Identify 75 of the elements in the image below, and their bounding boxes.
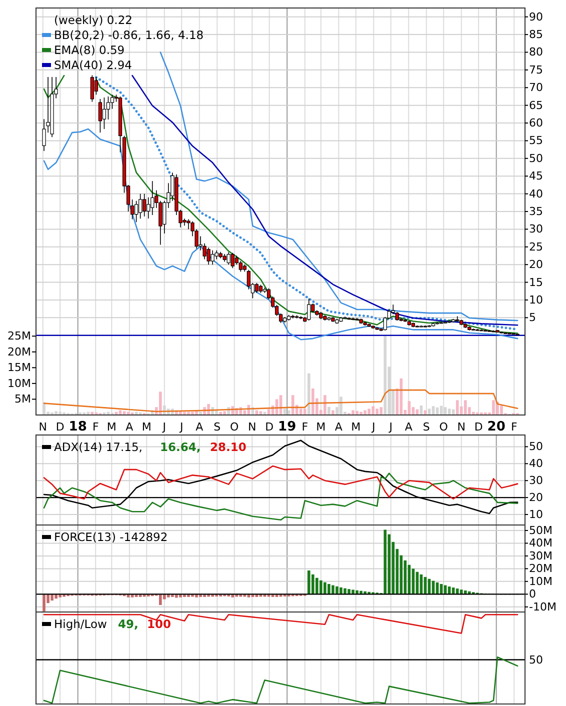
x-tick-label: J <box>388 420 392 434</box>
x-tick-label: F <box>510 420 518 434</box>
series-label: 100 <box>147 617 172 631</box>
annotation: 50 <box>529 653 543 666</box>
y-tick-label: 45 <box>529 170 543 183</box>
x-tick-label: A <box>126 420 134 434</box>
legend-label: SMA(40) 2.94 <box>54 58 132 72</box>
x-tick-label: M <box>316 420 326 434</box>
x-tick-label: M <box>351 420 361 434</box>
y2-tick-label: 25M <box>8 330 31 343</box>
x-tick-label: A <box>334 420 343 434</box>
x-tick-label: F <box>92 420 99 434</box>
x-tick-label: M <box>106 420 116 434</box>
x-tick-label: N <box>38 420 47 434</box>
y-tick-label: 65 <box>529 98 543 112</box>
y-tick-label: 35 <box>529 205 543 218</box>
x-tick-label: D <box>265 420 274 434</box>
x-tick-label: A <box>196 420 204 434</box>
y-tick-label: 75 <box>529 63 543 76</box>
x-tick-label: S <box>214 420 221 434</box>
x-tick-label: A <box>404 420 413 434</box>
y-tick-label: 60 <box>529 116 543 130</box>
y-tick-label: 40 <box>529 187 543 200</box>
y-tick-label: 10 <box>529 508 543 521</box>
legend-title: High/Low <box>54 617 107 631</box>
y-tick-label: 40 <box>529 457 543 470</box>
y-tick-label: 15 <box>529 276 543 289</box>
x-tick-label: J <box>178 420 184 434</box>
y-tick-label: 50 <box>529 152 543 165</box>
y-tick-label: 40M <box>529 536 552 550</box>
y-tick-label: 55 <box>529 134 543 148</box>
y-tick-label: -10M <box>529 600 556 614</box>
y-tick-label: 70 <box>529 81 543 94</box>
y2-tick-label: 10M <box>8 376 31 390</box>
x-tick-label: F <box>302 420 308 434</box>
x-tick-label: N <box>248 420 256 434</box>
y2-tick-label: 5M <box>14 392 31 406</box>
text: 16.64, <box>160 440 201 454</box>
legend-title: FORCE(13) -142892 <box>54 530 168 544</box>
x-tick-label: J <box>162 420 166 434</box>
y-tick-label: 80 <box>529 46 543 59</box>
x-tick-label: 20 <box>487 420 506 434</box>
x-tick-label: O <box>439 420 448 434</box>
series-label: 28.10 <box>210 440 246 454</box>
y-tick-label: 30 <box>529 474 543 488</box>
x-tick-label: D <box>474 420 483 434</box>
y-tick-label: 30 <box>529 222 543 236</box>
x-tick-label: J <box>371 420 376 434</box>
legend-label: EMA(8) 0.59 <box>54 43 125 57</box>
legend-title: (weekly) 0.22 <box>54 13 132 27</box>
y-tick-label: 10 <box>529 293 543 306</box>
x-tick-label: 18 <box>68 420 87 434</box>
y-tick-label: 50M <box>529 524 552 537</box>
y-tick-label: 20M <box>529 562 552 576</box>
y-tick-label: 50 <box>529 440 543 454</box>
x-tick-label: M <box>142 420 152 434</box>
y2-tick-label: 20M <box>8 345 31 358</box>
y-tick-label: 85 <box>529 28 543 42</box>
y-tick-label: 20 <box>529 491 543 504</box>
legend-label: ADX(14) 17.15, <box>54 440 142 454</box>
y-tick-label: 0 <box>529 588 536 601</box>
text: 49, <box>118 617 138 631</box>
x-tick-label: O <box>230 420 240 434</box>
x-tick-label: N <box>457 420 466 434</box>
legend-label: BB(20,2) -0.86, 1.66, 4.18 <box>54 28 204 42</box>
x-tick-label: D <box>56 420 64 434</box>
y-tick-label: 30M <box>529 549 552 562</box>
y-tick-label: 5 <box>529 311 536 324</box>
y-tick-label: 25 <box>529 240 543 254</box>
y-tick-label: 10M <box>529 574 552 588</box>
x-tick-label: 19 <box>278 420 296 434</box>
y-tick-label: 20 <box>529 258 543 272</box>
y2-tick-label: 15M <box>8 361 31 374</box>
x-tick-label: S <box>422 420 430 434</box>
y-tick-label: 90 <box>529 10 543 24</box>
